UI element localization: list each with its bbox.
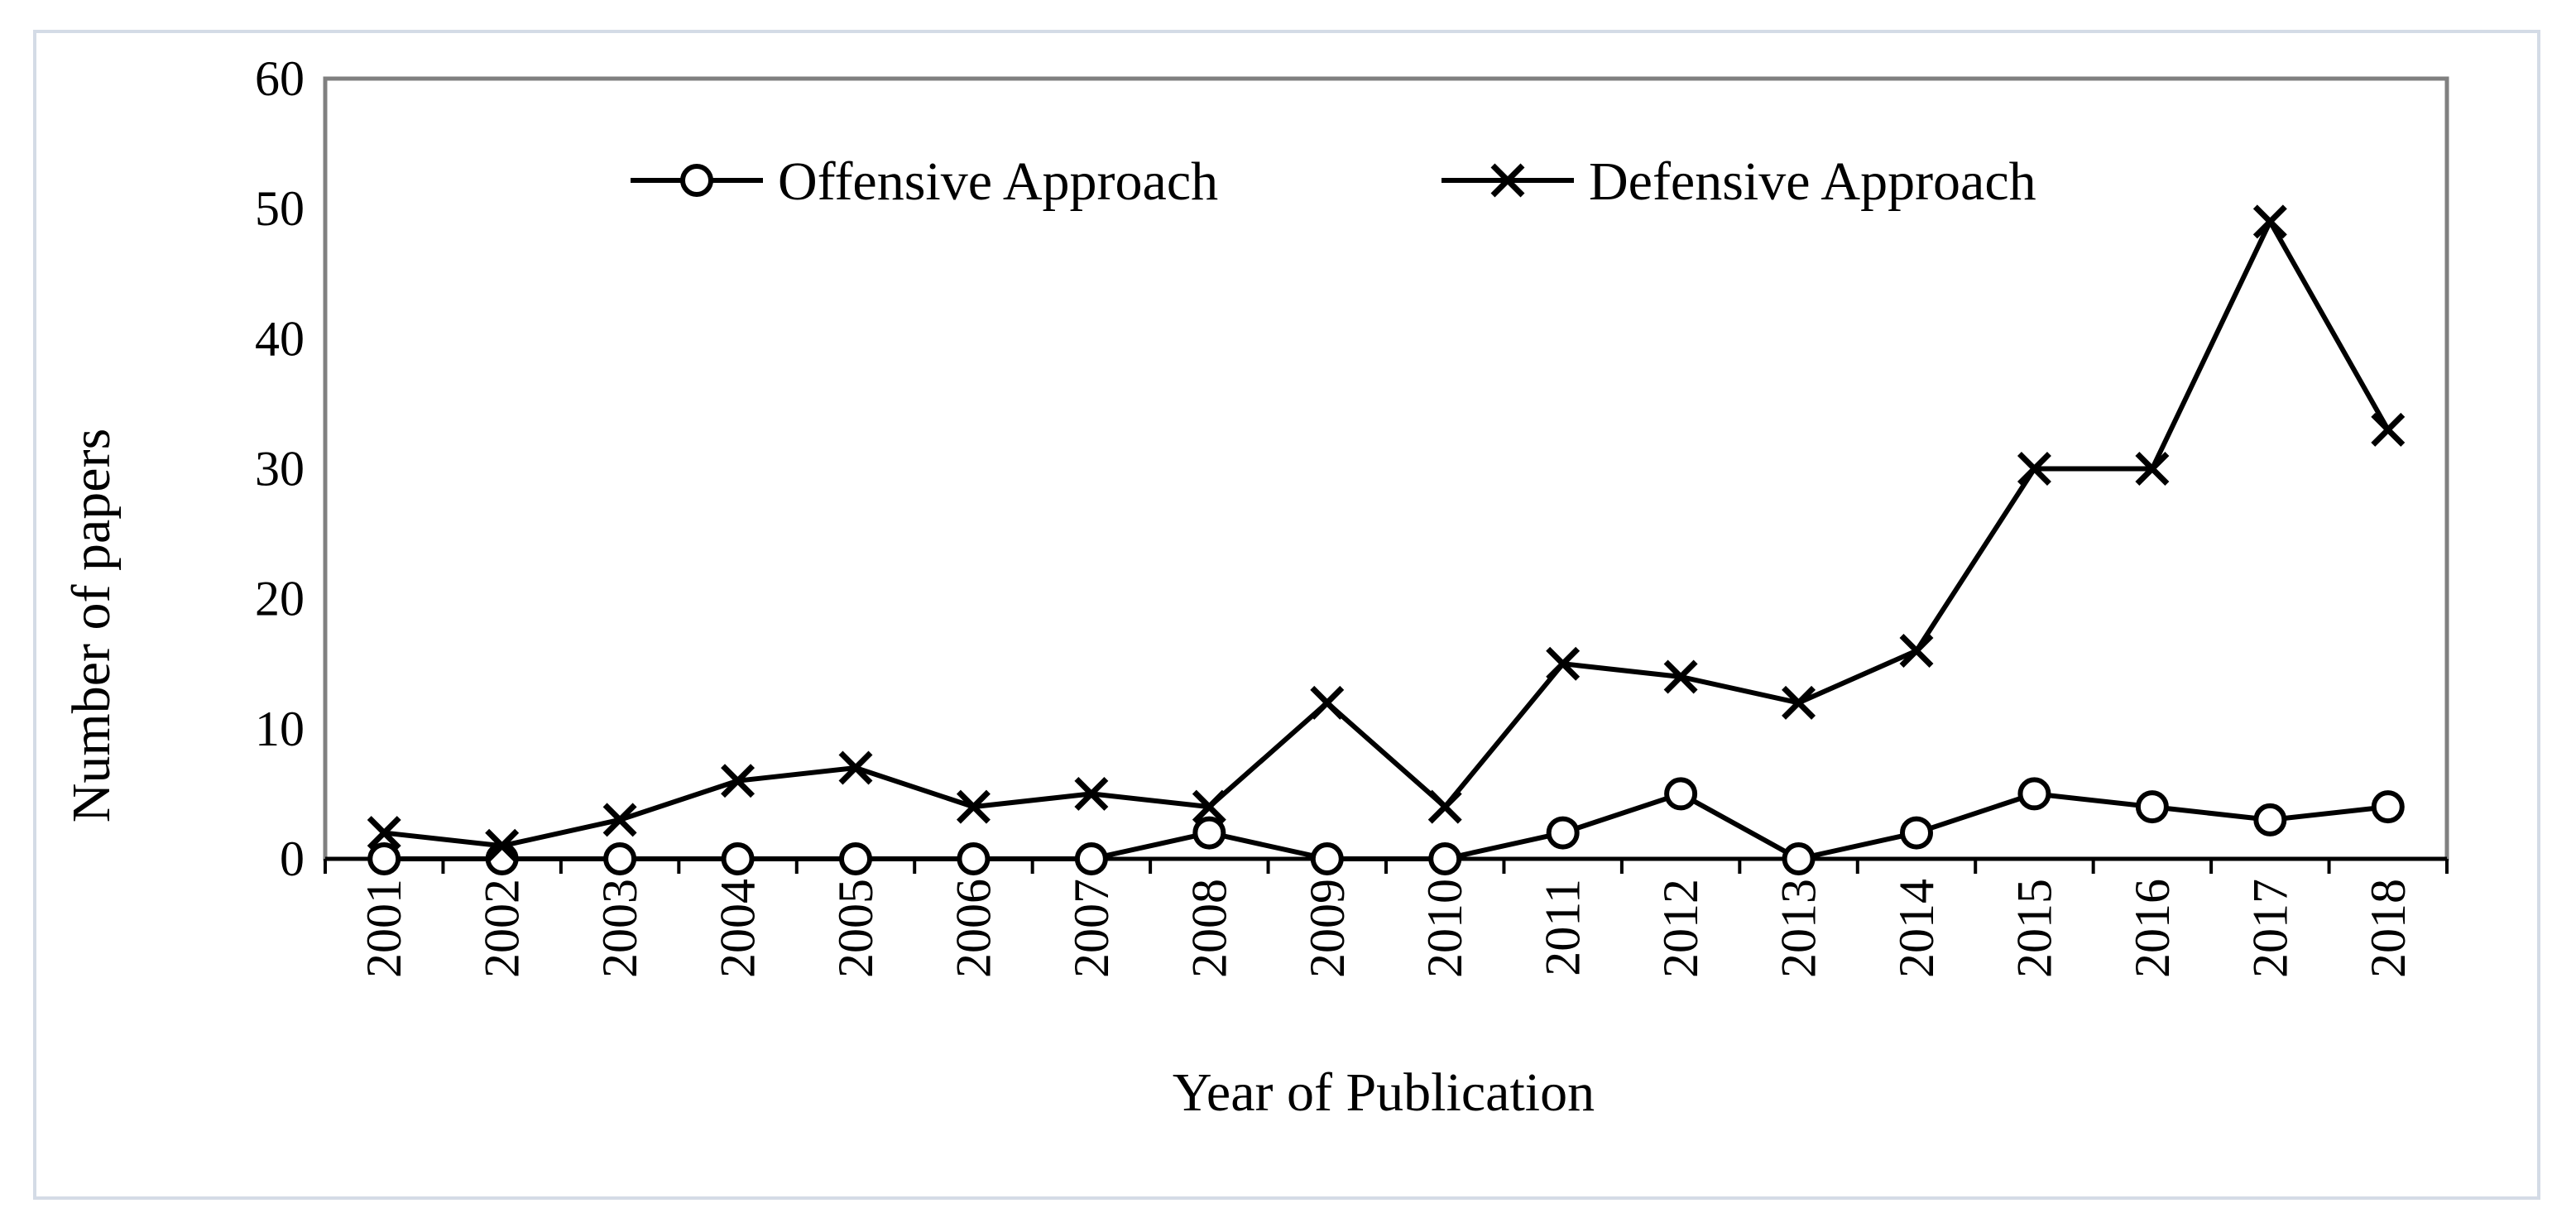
offensive-point xyxy=(839,842,872,875)
defensive-point xyxy=(2371,412,2406,447)
y-tick-label: 0 xyxy=(280,832,305,886)
defensive-point xyxy=(956,789,991,824)
offensive-point xyxy=(1192,816,1226,850)
y-tick-label: 40 xyxy=(255,311,305,366)
x-tick-label: 2017 xyxy=(2243,879,2297,978)
x-tick-label: 2016 xyxy=(2125,879,2180,978)
y-tick-label: 10 xyxy=(255,702,305,756)
defensive-point xyxy=(721,764,756,798)
legend-defensive-label: Defensive Approach xyxy=(1589,151,2036,212)
offensive-point xyxy=(1546,816,1580,850)
x-tick-label: 2008 xyxy=(1182,879,1236,978)
defensive-point xyxy=(838,750,873,785)
defensive-point xyxy=(367,816,401,851)
x-tick-label: 2012 xyxy=(1653,879,1708,978)
x-tick-label: 2011 xyxy=(1536,879,1590,976)
defensive-point xyxy=(1899,634,1934,669)
y-tick-label: 50 xyxy=(255,181,305,236)
defensive-point xyxy=(1074,776,1109,811)
defensive-point xyxy=(602,803,637,837)
defensive-point xyxy=(2017,452,2051,486)
x-tick-label: 2006 xyxy=(946,879,1000,978)
legend-entry-offensive: Offensive Approach xyxy=(631,151,1218,212)
defensive-point xyxy=(1663,659,1698,694)
legend-defensive-marker xyxy=(1490,163,1525,198)
x-tick-label: 2015 xyxy=(2007,879,2061,978)
x-axis-tick-labels: 2001 2002 2003 2004 2005 2006 2007 2008 2009 2010… xyxy=(357,879,2415,978)
x-tick-label: 2018 xyxy=(2361,879,2415,978)
legend-entry-defensive: Defensive Approach xyxy=(1442,151,2036,212)
series-line-offensive xyxy=(384,791,2389,861)
x-tick-label: 2014 xyxy=(1889,879,1944,978)
offensive-point xyxy=(721,842,755,875)
y-axis-title: Number of papers xyxy=(61,429,122,823)
legend-offensive-marker xyxy=(680,164,713,197)
x-tick-label: 2004 xyxy=(711,879,765,978)
defensive-point xyxy=(1546,646,1581,681)
x-tick-label: 2010 xyxy=(1418,879,1472,978)
x-tick-label: 2005 xyxy=(828,879,883,978)
x-axis-title: Year of Publication xyxy=(1173,1062,1595,1123)
defensive-point xyxy=(1782,685,1816,720)
y-tick-label: 60 xyxy=(255,51,305,106)
offensive-point xyxy=(367,842,401,875)
offensive-point xyxy=(1782,842,1816,875)
offensive-point xyxy=(1900,816,1933,850)
defensive-point xyxy=(1427,789,1462,824)
x-tick-label: 2009 xyxy=(1300,879,1355,978)
x-tick-label: 2001 xyxy=(357,879,411,978)
x-tick-label: 2013 xyxy=(1772,879,1826,978)
x-tick-label: 2003 xyxy=(592,879,647,978)
offensive-point xyxy=(1664,777,1698,811)
y-tick-label: 30 xyxy=(255,442,305,496)
offensive-point xyxy=(2135,790,2169,824)
defensive-point xyxy=(485,828,520,863)
y-tick-label: 20 xyxy=(255,572,305,626)
offensive-point xyxy=(1074,842,1108,875)
x-tick-label: 2007 xyxy=(1064,879,1119,978)
y-axis-tick-labels: 0 10 20 30 40 50 60 xyxy=(255,51,305,886)
defensive-point xyxy=(1310,685,1345,720)
legend: Offensive Approach Defensive Approach xyxy=(631,151,2036,212)
legend-offensive-label: Offensive Approach xyxy=(778,151,1218,212)
offensive-point xyxy=(603,842,637,875)
defensive-point xyxy=(2135,452,2170,486)
offensive-point xyxy=(2017,777,2051,811)
offensive-point xyxy=(957,842,991,875)
defensive-point xyxy=(1192,789,1226,824)
series-line-defensive xyxy=(383,218,2391,849)
offensive-point xyxy=(2253,803,2287,837)
x-tick-label: 2002 xyxy=(475,879,530,978)
x-axis-ticks xyxy=(324,859,2449,874)
series-layer xyxy=(367,204,2406,875)
offensive-point xyxy=(2371,790,2405,824)
figure-frame xyxy=(33,30,2540,1200)
offensive-point xyxy=(1428,842,1462,875)
offensive-point xyxy=(1310,842,1344,875)
defensive-point xyxy=(2252,204,2287,239)
